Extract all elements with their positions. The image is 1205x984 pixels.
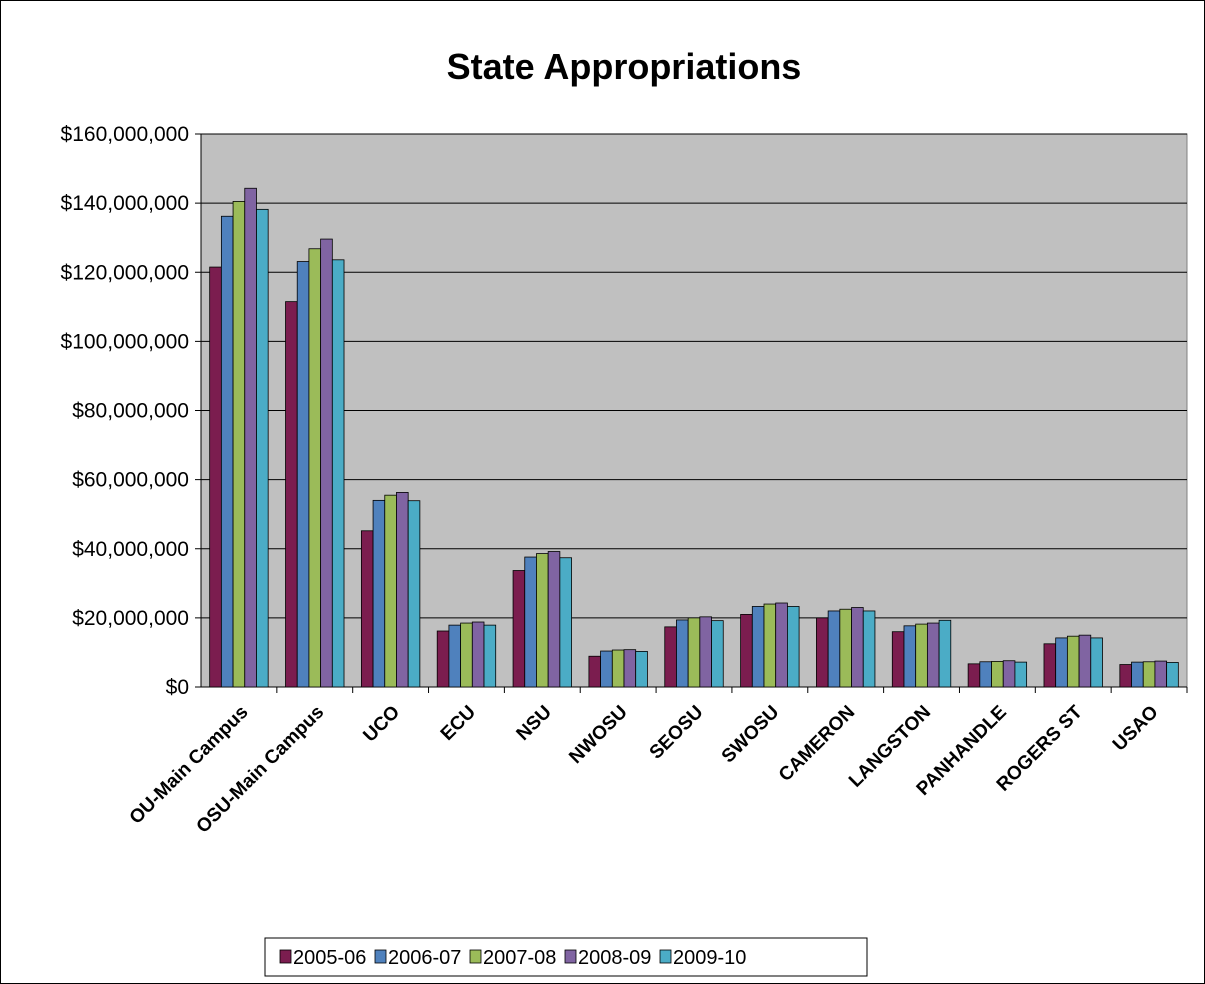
y-tick-label: $140,000,000 [61,192,189,215]
bar-2008-09 [926,622,940,688]
legend-swatch [279,949,292,964]
y-tick-label: $20,000,000 [72,607,189,630]
legend-swatch [659,949,672,964]
bar-2005-06 [967,663,981,688]
legend-label: 2006-07 [388,947,461,969]
x-tick-label: SWOSU [718,702,784,768]
bar-2009-10 [483,624,497,688]
legend-label: 2009-10 [673,947,746,969]
bar-2006-07 [979,661,992,688]
bar-2005-06 [664,626,677,688]
bar-2009-10 [862,610,876,688]
bar-2005-06 [1119,664,1132,688]
bar-2007-08 [536,553,549,688]
bar-2009-10 [938,619,952,688]
bar-2007-08 [611,649,625,688]
bar-2006-07 [600,650,613,688]
bar-2008-09 [775,602,788,688]
y-tick-label: $160,000,000 [61,123,189,146]
bar-2008-09 [1154,660,1168,688]
bar-2005-06 [588,655,602,688]
legend-swatch [564,949,577,964]
bar-2007-08 [460,622,473,688]
bar-2007-08 [763,603,777,688]
bar-2006-07 [751,606,765,688]
bar-2005-06 [816,617,829,688]
x-tick-label: CAMERON [775,702,859,786]
bar-2008-09 [547,551,561,688]
bar-2007-08 [1066,635,1080,688]
bar-2009-10 [407,500,421,688]
bar-2005-06 [360,530,374,688]
bar-2006-07 [903,625,917,688]
chart-title: State Appropriations [447,46,802,87]
legend-label: 2005-06 [293,947,366,969]
y-tick-label: $80,000,000 [72,400,189,423]
bar-2005-06 [512,570,526,688]
legend-swatch [374,949,387,964]
bar-2008-09 [244,187,257,688]
bar-2008-09 [699,616,712,688]
bar-2009-10 [559,557,572,688]
legend-swatch [469,949,482,964]
bar-2007-08 [384,494,397,688]
x-tick-label: ECU [437,702,480,745]
x-tick-label: USAO [1109,702,1163,756]
x-tick-label: OSU-Main Campus [193,702,329,838]
x-tick-label: SEOSU [646,702,708,764]
bar-2006-07 [827,610,841,688]
bar-2005-06 [285,301,298,688]
x-tick-label: NWOSU [565,702,631,768]
bar-2007-08 [232,200,246,688]
bar-2008-09 [471,621,485,688]
bar-2009-10 [1090,637,1103,688]
bar-2005-06 [1043,643,1057,688]
bar-2006-07 [220,215,234,688]
y-tick-label: $40,000,000 [72,538,189,561]
legend-label: 2007-08 [483,947,556,969]
bar-2008-09 [1002,660,1016,688]
bar-2007-08 [687,617,701,688]
bar-2005-06 [891,631,905,688]
y-tick-label: $120,000,000 [61,261,189,284]
bar-2009-10 [256,208,269,688]
bar-2006-07 [296,261,310,688]
bar-2007-08 [991,661,1004,688]
bar-2009-10 [1014,661,1028,688]
bar-2008-09 [623,649,637,688]
x-tick-label: NSU [513,702,556,745]
bar-2006-07 [372,499,386,688]
bar-2006-07 [448,624,462,688]
y-tick-label: $60,000,000 [72,469,189,492]
bar-2009-10 [711,620,724,688]
bar-2009-10 [331,259,345,688]
bar-2006-07 [1055,637,1068,688]
x-tick-label: UCO [359,702,404,747]
bar-2007-08 [1142,661,1156,688]
bar-2007-08 [308,248,322,688]
bar-2005-06 [740,614,753,688]
bar-2007-08 [915,623,928,688]
bar-2008-09 [851,607,864,688]
bar-2009-10 [1166,662,1179,688]
bar-2007-08 [839,608,852,688]
bar-2006-07 [676,619,689,688]
bar-2009-10 [635,651,648,688]
bar-2008-09 [1078,634,1092,688]
bar-2005-06 [209,266,222,688]
y-tick-label: $0 [166,676,189,699]
bar-2006-07 [524,556,537,688]
bar-2008-09 [320,238,333,688]
y-tick-label: $100,000,000 [61,330,189,353]
bar-2006-07 [1131,661,1144,688]
legend-label: 2008-09 [578,947,651,969]
bar-2008-09 [396,492,409,688]
bar-2009-10 [787,606,800,688]
bar-2005-06 [436,630,450,688]
